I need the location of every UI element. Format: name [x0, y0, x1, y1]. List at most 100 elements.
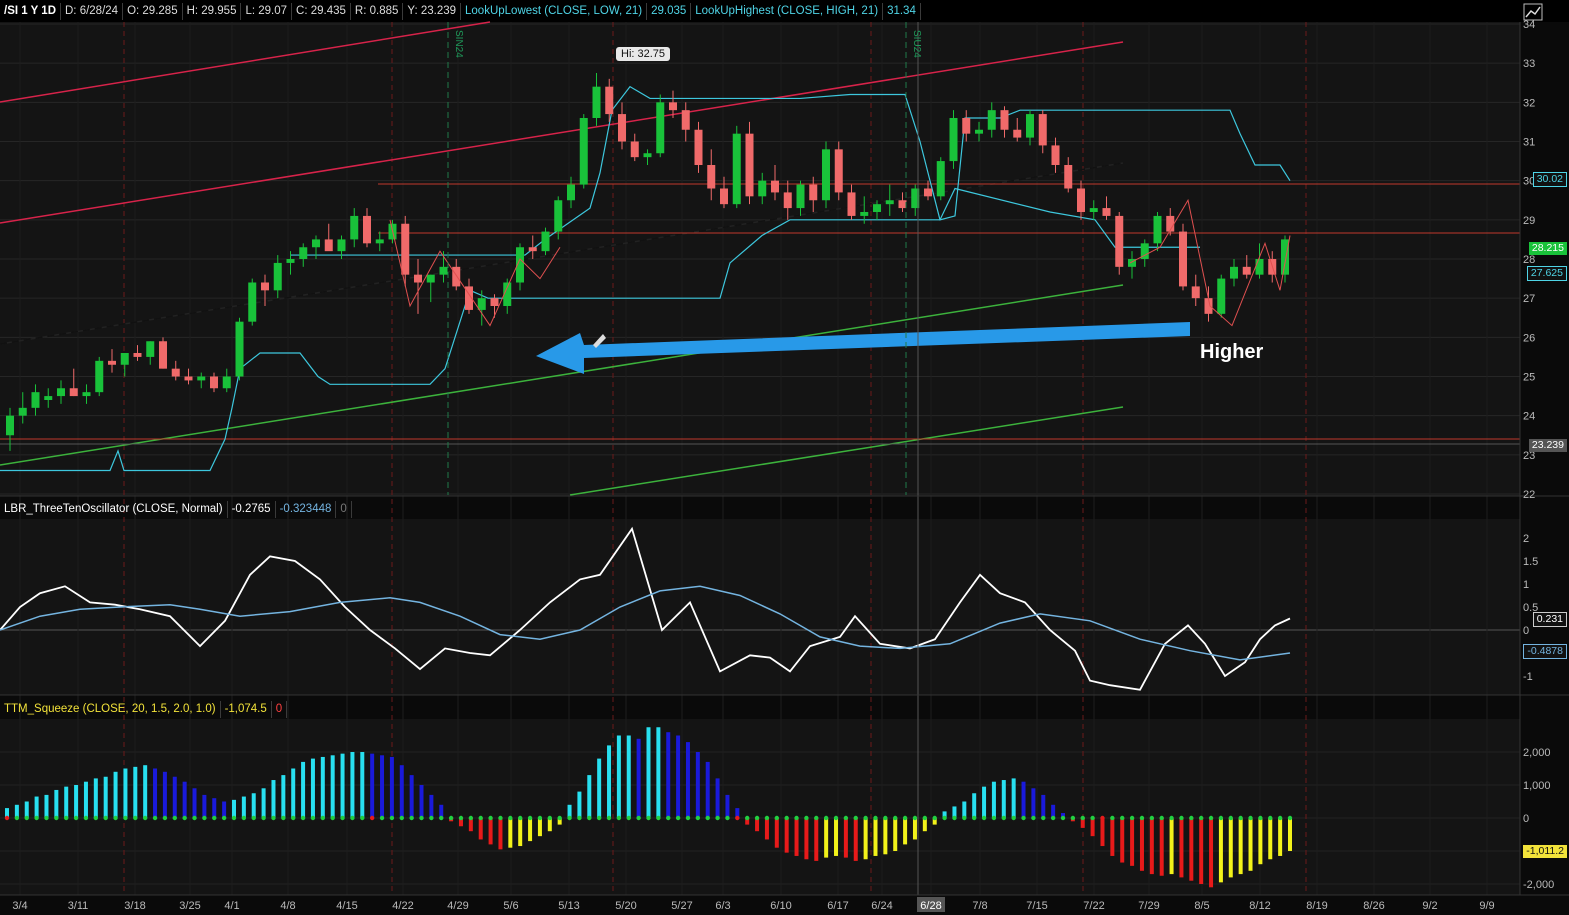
squeeze-dot — [468, 815, 474, 821]
date-axis-label: 4/22 — [392, 900, 413, 912]
squeeze-dot — [113, 815, 118, 821]
candle-body — [936, 161, 945, 197]
candle-body — [222, 376, 231, 389]
squeeze-panel[interactable] — [0, 719, 1520, 895]
squeeze-dot — [1179, 815, 1184, 821]
squeeze-dot — [606, 815, 612, 821]
squeeze-bar — [873, 818, 878, 856]
date-axis-label: 4/29 — [447, 900, 468, 912]
squeeze-dot — [912, 815, 918, 821]
squeeze-bar — [498, 818, 503, 850]
squeeze-bar — [380, 755, 385, 818]
candle-body — [873, 204, 881, 212]
squeeze-dot — [646, 815, 651, 821]
candle-body — [554, 200, 563, 232]
squeeze-dot — [4, 815, 10, 821]
date-axis-label: 3/4 — [12, 900, 27, 912]
sq-axis-label: 0 — [1523, 813, 1529, 825]
candle-body — [822, 149, 830, 201]
candle-body — [962, 118, 971, 134]
squeeze-dot — [971, 815, 977, 821]
osc-name[interactable]: LBR_ThreeTenOscillator (CLOSE, Normal) — [0, 501, 228, 518]
squeeze-bar — [1041, 794, 1046, 818]
squeeze-bar — [64, 786, 69, 818]
pencil-icon — [593, 334, 606, 348]
osc-axis-label: 2 — [1523, 533, 1529, 545]
squeeze-dot — [567, 815, 572, 821]
squeeze-dot — [675, 815, 681, 821]
squeeze-dot — [330, 815, 335, 821]
squeeze-bar — [261, 788, 266, 818]
candle-body — [133, 353, 142, 357]
squeeze-dot — [350, 815, 355, 821]
squeeze-bar — [1228, 818, 1233, 878]
squeeze-dot — [685, 815, 691, 821]
squeeze-dot — [34, 815, 39, 821]
candle-body — [605, 86, 614, 115]
squeeze-bar — [1159, 818, 1164, 876]
squeeze-bar — [1248, 818, 1253, 871]
high-label: H: 29.955 — [183, 3, 242, 20]
date-cursor-box — [917, 897, 945, 912]
candle-body — [528, 247, 537, 252]
squeeze-dot — [1258, 815, 1263, 821]
squeeze-bar — [695, 752, 700, 818]
candle-body — [6, 415, 14, 436]
study2-label[interactable]: LookUpHighest (CLOSE, HIGH, 21) — [691, 3, 884, 20]
trendlines — [0, 21, 1520, 496]
candle-body — [312, 239, 320, 248]
annotation-text[interactable]: Higher — [1200, 341, 1264, 363]
squeeze-bar — [676, 735, 681, 818]
candle-body — [337, 239, 346, 252]
candle-body — [69, 388, 78, 397]
squeeze-bar — [350, 752, 355, 818]
squeeze-bar — [143, 765, 148, 818]
candle-body — [248, 282, 257, 322]
symbol-label[interactable]: /SI 1 Y 1D — [0, 3, 61, 20]
date-axis-label: 7/15 — [1026, 900, 1047, 912]
study2-value: 31.34 — [883, 3, 921, 20]
trendline-mid-red — [0, 41, 1124, 224]
squeeze-bar — [113, 771, 118, 818]
squeeze-dot — [725, 815, 730, 821]
candle-body — [82, 392, 91, 397]
oscillator-panel[interactable] — [0, 519, 1520, 695]
squeeze-dot — [587, 815, 592, 821]
candle-body — [286, 259, 295, 263]
squeeze-bar — [1288, 818, 1292, 851]
candle-body — [273, 262, 282, 291]
price-axis-label: 23 — [1523, 450, 1535, 462]
squeeze-bar — [5, 808, 9, 818]
squeeze-dot — [557, 815, 562, 821]
squeeze-dot — [251, 815, 256, 821]
sq-name[interactable]: TTM_Squeeze (CLOSE, 20, 1.5, 2.0, 1.0) — [0, 701, 221, 718]
date-axis-label: 8/19 — [1306, 900, 1327, 912]
candle-body — [235, 321, 244, 377]
squeeze-dot — [804, 815, 809, 821]
squeeze-bar — [912, 818, 917, 840]
candle-body — [1281, 239, 1289, 275]
squeeze-bar — [478, 818, 483, 840]
candle-body — [516, 247, 524, 283]
candle-body — [669, 102, 677, 111]
squeeze-dot — [1060, 815, 1066, 821]
squeeze-bar — [310, 758, 315, 818]
chart-settings-icon[interactable] — [1523, 3, 1543, 21]
marker-labels: SIN24 SIU24 — [453, 30, 922, 58]
squeeze-bar — [577, 791, 582, 818]
grid-lines — [0, 22, 1520, 895]
squeeze-dot — [478, 815, 483, 821]
oscillator-lines — [0, 526, 1291, 691]
squeeze-bar — [794, 818, 799, 856]
annotation-arrow[interactable] — [536, 322, 1190, 374]
price-axis-label: 29 — [1523, 215, 1535, 227]
osc-value-1: -0.2765 — [228, 501, 276, 518]
candle-body — [146, 341, 155, 357]
squeeze-bar — [83, 781, 88, 818]
squeeze-bar — [360, 752, 365, 818]
study1-label[interactable]: LookUpLowest (CLOSE, LOW, 21) — [461, 3, 648, 20]
squeeze-bar — [1051, 804, 1056, 818]
squeeze-bar — [1268, 818, 1273, 860]
date-axis-label: 9/2 — [1422, 900, 1437, 912]
